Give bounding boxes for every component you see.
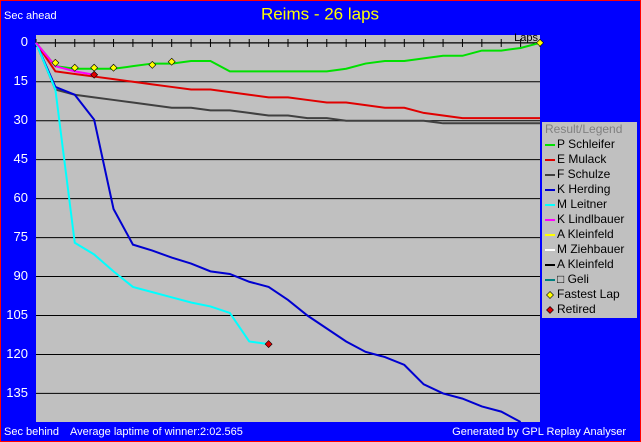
legend-label: K Herding [557,182,610,196]
retired-marker [90,70,99,79]
footer-right: Generated by GPL Replay Analyser [452,426,626,438]
legend-label: A Kleinfeld [557,257,614,271]
fastest_lap-marker [109,63,118,72]
series-line [35,42,269,346]
y-tick-label: 45 [14,151,28,166]
plot-area [36,35,540,422]
fastest_lap-marker [70,63,79,72]
y-tick-label: 105 [6,307,28,322]
y-tick-label: 135 [6,385,28,400]
fastest_lap-marker [148,60,157,69]
y-tick-label: 60 [14,190,28,205]
legend-label: Retired [557,302,596,316]
series-line [35,42,540,120]
legend-marker [546,291,554,299]
fastest_lap-marker [167,57,176,66]
y-tick-label: 120 [6,346,28,361]
legend-marker [546,306,554,314]
y-label-bottom: Sec behind [4,426,59,438]
series-line [35,41,541,73]
legend-label: □ Geli [557,272,589,286]
legend-label: P Schleifer [557,137,615,151]
legend-title: Result/Legend [545,122,622,136]
series-line [35,42,95,76]
legend-label: M Ziehbauer [557,242,624,256]
legend-label: F Schulze [557,167,611,181]
fastest_lap-marker [51,58,60,67]
legend-label: M Leitner [557,197,607,211]
legend-label: Fastest Lap [557,287,620,301]
legend-label: A Kleinfeld [557,227,614,241]
retired-marker [264,340,273,349]
y-tick-label: 75 [14,229,28,244]
series-line [35,42,522,423]
legend-label: K Lindlbauer [557,212,624,226]
footer-left: Average laptime of winner:2:02.565 [70,426,243,438]
y-tick-label: 15 [14,73,28,88]
y-tick-label: 0 [21,34,28,49]
y-tick-label: 30 [14,112,28,127]
x-label: Laps [514,32,538,44]
y-label-top: Sec ahead [4,10,57,22]
legend-label: E Mulack [557,152,607,166]
fastest_lap-marker [536,38,544,47]
series-line [35,42,540,125]
legend-box [542,122,637,318]
chart-title: Reims - 26 laps [261,4,379,23]
y-tick-label: 90 [14,268,28,283]
